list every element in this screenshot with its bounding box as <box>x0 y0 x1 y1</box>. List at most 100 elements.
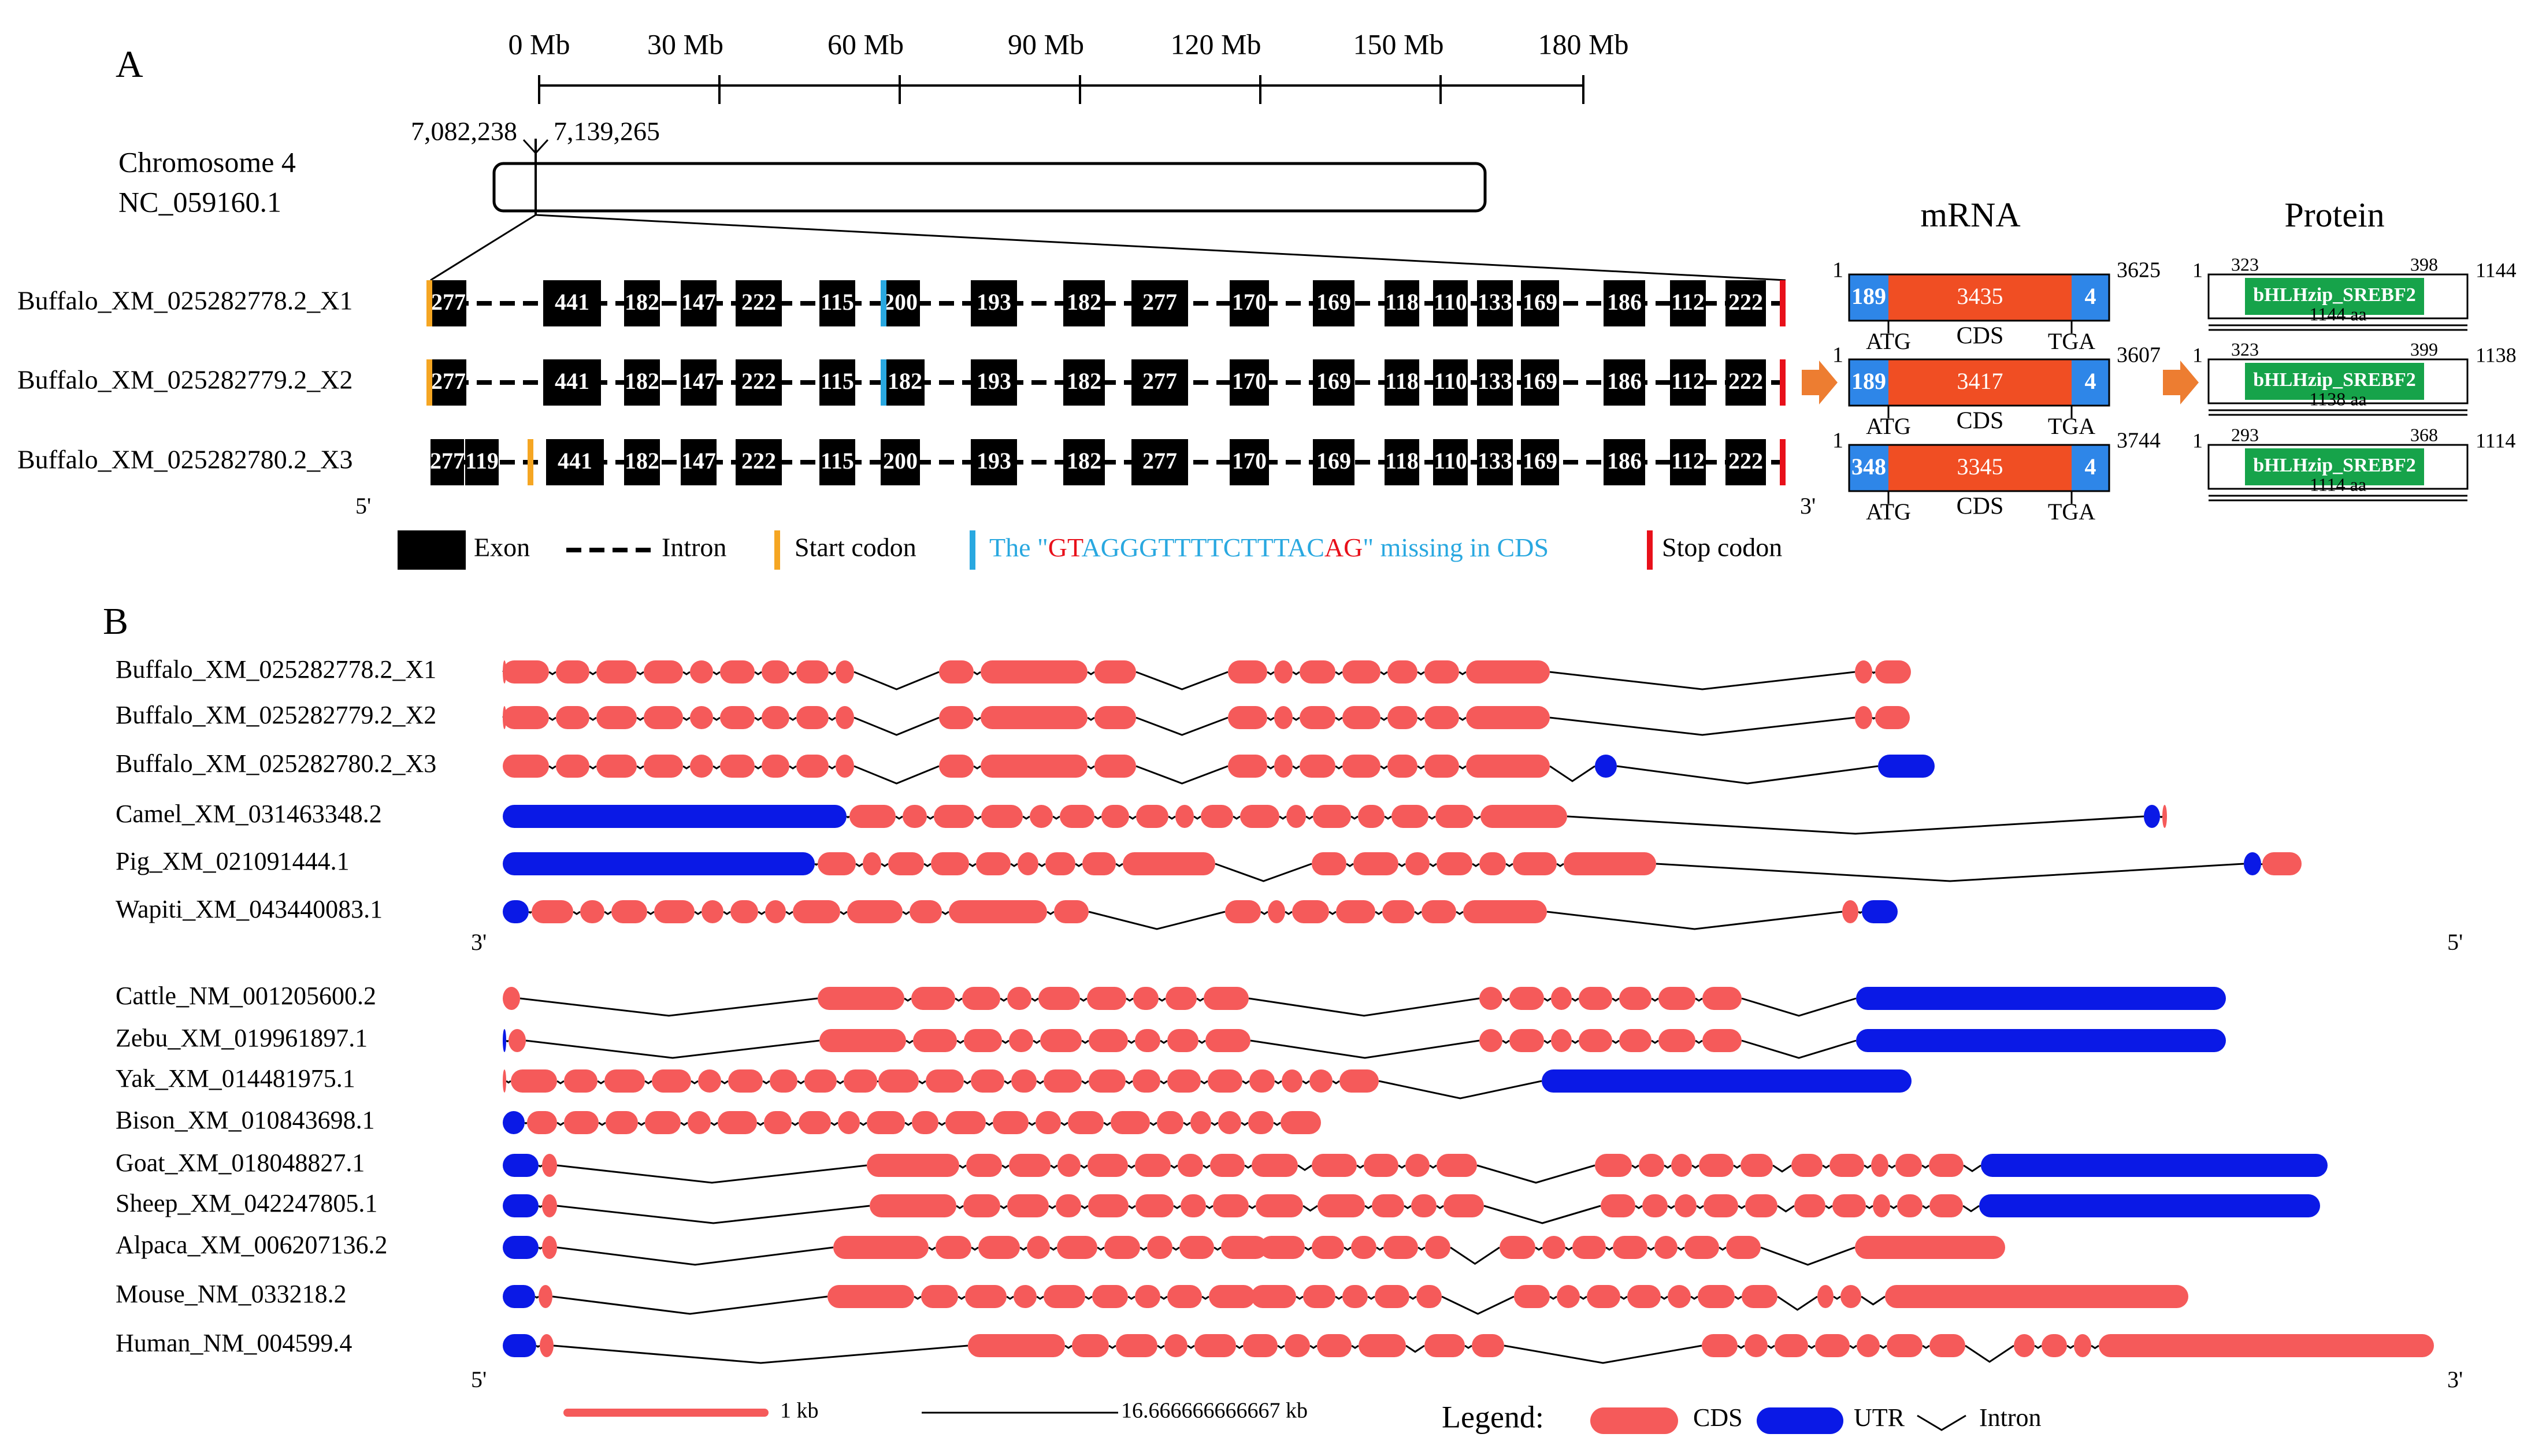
intron-connector <box>1398 863 1406 867</box>
cds-segment <box>1466 706 1550 729</box>
intron-connector <box>1004 1080 1012 1084</box>
mrna-utr5-length: 189 <box>1851 283 1886 309</box>
intron-connector <box>1872 671 1876 674</box>
five-prime-label: 5' <box>355 493 371 519</box>
exon-length: 112 <box>1671 368 1705 394</box>
species-row: Bison_XM_010843698.1 <box>116 1106 1321 1134</box>
exon-box <box>1670 359 1706 406</box>
exon-length: 222 <box>741 448 776 474</box>
mrna-cds-length: 3435 <box>1957 283 2003 309</box>
utr-segment <box>1856 1029 2226 1052</box>
intron-connector <box>1064 1344 1072 1349</box>
intron-connector <box>1849 1344 1857 1349</box>
cds-segment <box>1179 1236 1214 1259</box>
exon-length: 110 <box>1434 448 1467 474</box>
intron-connector <box>941 911 949 915</box>
cds-segment <box>1885 1285 2188 1308</box>
cds-segment <box>1639 1154 1664 1177</box>
intron-connector <box>1858 911 1862 914</box>
cds-segment <box>542 1194 557 1217</box>
protein-bar <box>2207 444 2469 490</box>
intron-connector <box>918 1080 926 1084</box>
intron-connector <box>1647 1246 1655 1251</box>
exon-box <box>624 439 660 485</box>
cds-segment <box>1627 1285 1661 1308</box>
cds-segment <box>1036 1111 1061 1134</box>
utr-segment <box>1979 1194 2320 1217</box>
intron-connector <box>789 716 797 721</box>
intron-connector <box>1865 1205 1873 1209</box>
legend-intron-label: Intron <box>1979 1403 2042 1432</box>
cds-segment <box>1411 1194 1437 1217</box>
intron-connector <box>1459 765 1467 770</box>
intron-connector <box>914 1295 922 1300</box>
locus-bracket <box>535 139 549 154</box>
cds-segment <box>1274 755 1293 778</box>
protein-length: 1144 aa <box>2309 303 2366 324</box>
intron-connector <box>1129 815 1137 820</box>
intron-connector <box>1060 1121 1068 1126</box>
intron-connector <box>828 716 836 721</box>
cds-segment <box>1387 660 1417 684</box>
cds-segment <box>1014 1285 1037 1308</box>
exon-box <box>1521 439 1559 485</box>
exon-length: 441 <box>558 448 592 474</box>
cds-segment <box>1208 1069 1242 1093</box>
intron-connector <box>1006 1295 1014 1300</box>
cds-segment <box>1702 1334 1738 1357</box>
exon-box <box>1131 359 1188 406</box>
cds-segment <box>1668 1285 1691 1308</box>
utr-segment <box>503 1111 525 1134</box>
exon-box <box>1063 439 1105 485</box>
legend-missing-label: The "GTAGGGTTTTCTTTACAG" missing in CDS <box>989 533 1549 562</box>
intron-connector <box>1344 1246 1352 1251</box>
intron-connector <box>1667 1205 1675 1209</box>
intron-connector <box>1244 1164 1252 1169</box>
species-row: Zebu_XM_019961897.1 <box>116 1024 2226 1059</box>
cds-segment <box>770 1069 797 1093</box>
cds-segment <box>1317 1334 1352 1357</box>
cds-segment <box>765 900 786 923</box>
intron-connector <box>1922 1344 1930 1349</box>
cds-segment <box>1088 1194 1129 1217</box>
utr-segment <box>1862 900 1898 923</box>
intron-connector <box>1302 1080 1310 1084</box>
legend-title: Legend: <box>1442 1399 1544 1434</box>
cds-segment <box>1416 1285 1442 1308</box>
intron-connector <box>1543 1039 1552 1044</box>
exon-length: 169 <box>1316 448 1351 474</box>
cds-segment <box>1060 805 1094 828</box>
cds-segment <box>644 706 683 729</box>
cds-segment <box>1133 987 1159 1010</box>
intron-connector <box>1965 1344 2014 1363</box>
cds-segment <box>1342 1285 1368 1308</box>
cds-segment <box>1175 805 1194 828</box>
cds-segment <box>963 1194 1000 1217</box>
cds-segment <box>1424 706 1459 729</box>
cds-segment <box>1698 1285 1735 1308</box>
panel-a: A 0 Mb 30 Mb 60 Mb 90 Mb 120 Mb 150 Mb 180 Mb Ch… <box>17 28 2517 570</box>
intron-connector <box>938 1121 946 1126</box>
cds-segment <box>720 706 755 729</box>
exon-length: 200 <box>883 448 918 474</box>
intron-connector <box>552 1295 828 1315</box>
exon-box <box>681 359 717 406</box>
exon-length: 169 <box>1523 368 1557 394</box>
mrna-header: mRNA <box>1920 196 2020 234</box>
utr-segment <box>503 1285 535 1308</box>
intron-connector <box>1127 1039 1135 1044</box>
cds-segment <box>1228 660 1267 684</box>
intron-connector <box>1441 1295 1515 1315</box>
intron-connector <box>1193 815 1201 820</box>
exon-length: 186 <box>1607 289 1642 315</box>
cds-segment <box>1551 987 1572 1010</box>
legend-exon-swatch <box>398 530 466 570</box>
protein-domain <box>2245 278 2424 315</box>
intron-connector <box>1549 765 1595 782</box>
species-name: Wapiti_XM_043440083.1 <box>116 895 383 923</box>
utr-segment <box>503 852 815 875</box>
protein-start: 1 <box>2192 258 2203 281</box>
mrna-cds-label: CDS <box>1957 408 2004 434</box>
cds-segment <box>1286 805 1306 828</box>
cds-segment <box>1181 1194 1206 1217</box>
